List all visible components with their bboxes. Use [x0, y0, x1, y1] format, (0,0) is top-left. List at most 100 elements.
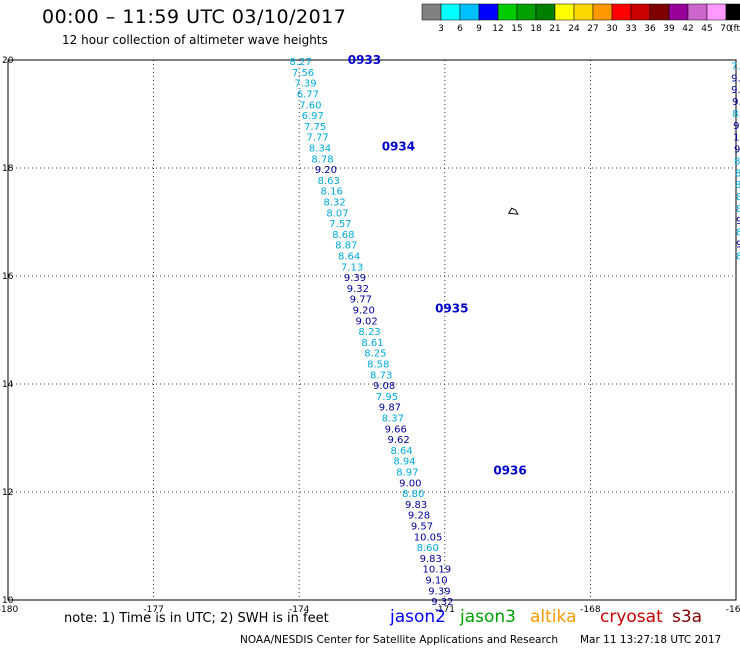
data-label: 9.16: [733, 121, 740, 132]
legend-s3a: s3a: [672, 607, 703, 627]
data-label: 8.63: [318, 176, 340, 187]
y-tick-label: 14: [2, 380, 14, 390]
data-label: 10.05: [414, 532, 443, 543]
legend-unit: (ft): [730, 24, 740, 34]
data-label: 7.56: [292, 68, 314, 79]
data-label: 10.19: [422, 565, 451, 576]
data-label: 8.: [736, 251, 740, 262]
data-label: 7.95: [376, 392, 398, 403]
data-label: 9.7: [734, 145, 740, 156]
island-outline: [507, 207, 519, 215]
data-label: 7.60: [299, 100, 321, 111]
y-tick-label: 16: [2, 272, 14, 282]
data-label: 8.58: [367, 359, 389, 370]
data-label: 9.57: [411, 521, 433, 532]
legend-tick-label: 9: [476, 24, 482, 34]
data-label: 8.27: [289, 57, 311, 68]
legend-tick-label: 39: [663, 24, 675, 34]
data-label: 9.: [736, 216, 740, 227]
data-label: 8.9: [735, 180, 740, 191]
data-label: 9.20: [315, 165, 337, 176]
legend-tick-label: 18: [530, 24, 542, 34]
time-label: 0935: [435, 301, 468, 315]
data-label: 9.28: [408, 511, 430, 522]
legend-tick-label: 33: [625, 24, 636, 34]
data-label: 9.02: [355, 316, 377, 327]
data-label: 8.16: [321, 187, 343, 198]
plot-frame: [7, 59, 737, 601]
data-label: 8.25: [364, 349, 386, 360]
data-label: 8.7: [735, 168, 740, 179]
data-label: 8.94: [393, 457, 415, 468]
data-label: 8.: [736, 192, 740, 203]
legend-tick-label: 21: [549, 24, 560, 34]
x-tick-label: -165: [726, 605, 740, 615]
data-label: 9.00: [399, 478, 421, 489]
data-label: 8.97: [396, 467, 418, 478]
legend-tick-label: 12: [492, 24, 503, 34]
time-label: 0934: [382, 139, 415, 153]
legend-tick-label: 3: [438, 24, 444, 34]
data-label: 9.71: [731, 73, 740, 84]
data-label: 9.79: [732, 97, 740, 108]
data-label: 9.: [736, 240, 740, 251]
data-label: 8.37: [382, 413, 404, 424]
chart-subtitle: 12 hour collection of altimeter wave hei…: [62, 33, 328, 47]
data-label: 9.83: [420, 554, 442, 565]
footer-timestamp: Mar 11 13:27:18 UTC 2017: [580, 634, 722, 646]
legend-tick-label: 70: [720, 24, 732, 34]
data-label: 7.77: [306, 133, 328, 144]
y-tick-label: 10: [2, 596, 14, 606]
x-tick-label: -171: [435, 605, 455, 615]
data-label: 9.39: [428, 586, 450, 597]
data-label: 8.07: [326, 208, 348, 219]
data-label: 9.83: [405, 500, 427, 511]
footer-credit: NOAA/NESDIS Center for Satellite Applica…: [240, 634, 558, 646]
data-label: 10.0: [733, 133, 740, 144]
legend-tick-label: 6: [457, 24, 463, 34]
data-label: 8.64: [338, 251, 360, 262]
data-label: 7.39: [294, 79, 316, 90]
data-label: 9.87: [379, 403, 401, 414]
y-tick-label: 12: [2, 488, 13, 498]
legend-tick-label: 24: [568, 24, 580, 34]
chart-title: 00:00 – 11:59 UTC 03/10/2017: [42, 6, 347, 28]
data-label: 6.77: [297, 89, 319, 100]
data-label: 8.: [736, 228, 740, 239]
data-label: 8.34: [309, 143, 331, 154]
legend-altika: altika: [530, 607, 577, 627]
data-label: 7.75: [304, 122, 326, 133]
data-label: 8.68: [332, 230, 354, 241]
y-tick-label: 20: [2, 56, 14, 66]
legend-jason3: jason3: [460, 607, 516, 627]
data-label: 8.54: [732, 109, 740, 120]
note-text: note: 1) Time is in UTC; 2) SWH is in fe…: [64, 611, 329, 626]
data-label: 8.80: [402, 489, 424, 500]
data-label: 7.13: [341, 262, 363, 273]
data-label: 9.32: [431, 597, 453, 608]
legend-tick-label: 30: [606, 24, 618, 34]
x-tick-label: -180: [0, 605, 18, 615]
time-label: 0933: [348, 53, 381, 67]
data-label: 7.57: [329, 219, 351, 230]
data-label: 9.60: [731, 85, 740, 96]
data-label: 8.32: [323, 197, 345, 208]
data-label: 8.60: [417, 543, 439, 554]
data-label: 9.32: [347, 284, 369, 295]
legend-tick-label: 15: [511, 24, 522, 34]
data-label: 9.39: [344, 273, 366, 284]
legend-swatch: [725, 3, 740, 21]
y-tick-label: 18: [2, 164, 14, 174]
data-label: 9.10: [425, 575, 447, 586]
data-label: 6.97: [302, 111, 324, 122]
x-tick-label: -168: [580, 605, 601, 615]
data-label: 8.78: [311, 154, 333, 165]
legend-cryosat: cryosat: [600, 607, 663, 627]
legend-tick-label: 45: [701, 24, 712, 34]
data-label: 8.64: [390, 446, 412, 457]
legend-jason2: jason2: [390, 607, 446, 627]
data-label: 8.61: [361, 338, 383, 349]
data-label: 7.73: [731, 61, 740, 72]
data-label: 8.87: [335, 241, 357, 252]
data-label: 9.08: [373, 381, 395, 392]
